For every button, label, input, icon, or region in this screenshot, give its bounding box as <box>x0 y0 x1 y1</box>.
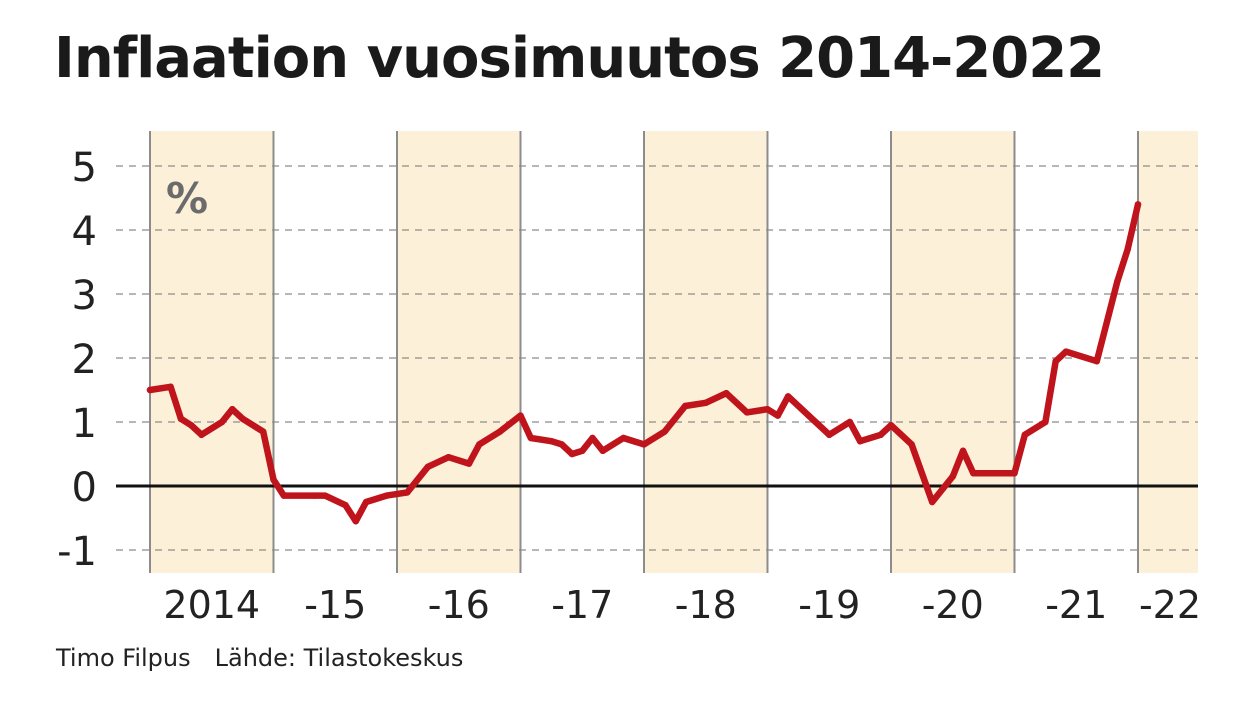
data-point <box>1062 348 1070 355</box>
data-point <box>1042 418 1049 426</box>
y-tick-label: 0 <box>72 465 97 511</box>
x-tick-label: -17 <box>551 583 613 627</box>
data-point <box>260 428 267 435</box>
data-point <box>826 431 833 438</box>
data-point <box>177 415 185 422</box>
data-point <box>517 412 524 419</box>
credits-line: Timo Filpus Lähde: Tilastokeskus <box>56 644 463 672</box>
series-group <box>146 201 1142 525</box>
data-point <box>1052 358 1059 365</box>
data-point <box>218 418 226 426</box>
data-point <box>167 383 174 390</box>
data-point <box>723 390 730 397</box>
y-axis-tick-labels: -1 0 1 2 3 4 5 <box>57 145 97 575</box>
data-point <box>908 441 915 448</box>
data-point <box>229 406 236 413</box>
data-point <box>321 492 329 499</box>
data-point <box>198 431 205 438</box>
data-point <box>743 409 751 416</box>
data-point <box>970 470 977 477</box>
x-tick-label: -20 <box>922 583 984 627</box>
data-point <box>465 460 473 467</box>
data-point <box>764 406 771 413</box>
data-point <box>990 470 998 477</box>
data-point <box>856 438 864 445</box>
data-point <box>1021 431 1028 438</box>
x-tick-label: -18 <box>675 583 737 627</box>
data-point <box>620 434 627 442</box>
data-point <box>548 438 555 445</box>
data-point <box>342 502 349 509</box>
year-band-2020 <box>891 131 1015 573</box>
y-tick-label: -1 <box>57 529 97 575</box>
unit-label: % <box>166 174 208 223</box>
data-point <box>476 441 483 448</box>
x-tick-label: 2014 <box>163 583 260 627</box>
data-point <box>1011 470 1018 477</box>
y-tick-label: 5 <box>72 145 97 191</box>
data-point <box>579 447 586 454</box>
data-point <box>959 447 967 454</box>
y-tick-label: 1 <box>72 401 97 447</box>
data-point <box>527 434 534 442</box>
author-credit: Timo Filpus <box>56 644 191 672</box>
data-point <box>404 489 411 496</box>
data-point <box>640 441 648 448</box>
x-tick-label: -19 <box>798 583 860 627</box>
x-tick-label: -22 <box>1139 583 1201 627</box>
x-tick-label: -21 <box>1045 583 1107 627</box>
data-point <box>702 399 709 406</box>
data-point <box>774 412 781 419</box>
data-point <box>146 386 154 394</box>
data-point <box>496 428 504 435</box>
data-point <box>1114 278 1121 285</box>
x-tick-label: -15 <box>304 583 366 627</box>
year-band-2018 <box>644 131 768 573</box>
data-point <box>362 498 370 506</box>
data-point <box>846 418 854 426</box>
x-tick-label: -16 <box>428 583 490 627</box>
y-tick-label: 4 <box>72 209 97 255</box>
data-point <box>1124 246 1131 253</box>
y-tick-label: 2 <box>72 337 97 383</box>
data-point <box>928 498 936 506</box>
data-point <box>187 422 195 429</box>
data-point <box>445 454 452 461</box>
data-point <box>681 402 689 410</box>
data-point <box>280 492 287 499</box>
data-point <box>1134 201 1142 208</box>
data-point <box>558 441 565 448</box>
year-band-2016 <box>397 131 521 573</box>
year-band-2022 <box>1138 131 1198 573</box>
y-tick-label: 3 <box>72 273 97 319</box>
data-point <box>383 492 390 499</box>
data-point <box>805 412 812 419</box>
data-point <box>589 434 596 442</box>
data-point <box>661 428 668 435</box>
data-point <box>1093 358 1101 365</box>
series-line-0 <box>146 201 1142 525</box>
chart-title: Inflaation vuosimuutos 2014-2022 <box>54 26 1105 91</box>
data-point <box>424 463 432 470</box>
data-point <box>887 422 895 429</box>
data-point <box>270 476 277 483</box>
x-axis-year-labels: 2014 -15 -16 -17 -18 -19 -20 -21 -22 <box>163 583 1201 627</box>
data-point <box>568 450 576 458</box>
data-point <box>352 518 360 525</box>
data-point <box>784 393 792 400</box>
data-point <box>877 431 884 438</box>
year-band-2014 <box>150 131 274 573</box>
year-dividers <box>149 131 1139 573</box>
data-point <box>311 492 318 499</box>
horizontal-gridlines <box>116 165 1198 551</box>
data-point <box>949 473 956 480</box>
data-point <box>599 447 607 454</box>
data-point <box>239 415 246 422</box>
source-credit: Lähde: Tilastokeskus <box>214 644 464 672</box>
year-bands <box>150 131 1198 573</box>
